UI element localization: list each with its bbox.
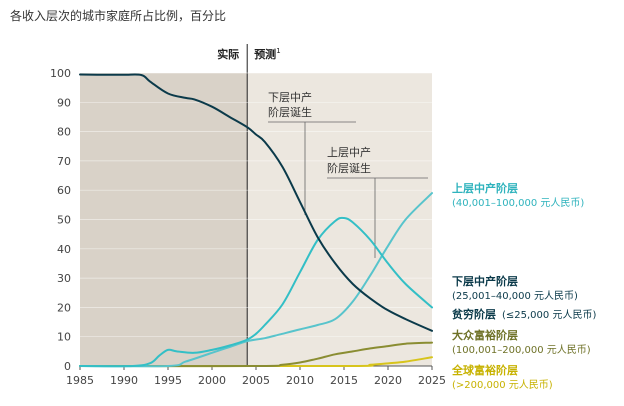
annotation-lower-middle-line1: 下层中产 [268,90,312,104]
legend-mass-affluent-name: 大众富裕阶层 [452,328,518,342]
annotation-lower-middle-line2: 阶层诞生 [268,105,312,119]
legend: 上层中产阶层 (40,001–100,000 元人民币) 下层中产阶层 (25,… [451,181,596,391]
legend-lower-middle-name: 下层中产阶层 [452,274,518,288]
y-tick-label: 20 [57,301,71,314]
y-tick-label: 80 [57,126,71,139]
x-axis-ticks: 1985 1990 1995 2000 2005 2010 2015 2020 2025 [66,366,446,387]
series-line-3 [79,341,433,368]
phase-label-forecast: 预测1 [254,47,280,61]
phase-label-actual: 实际 [217,47,239,61]
legend-poor-name: 贫穷阶层 [452,307,496,321]
series-line-1 [79,216,433,368]
x-tick-label: 2015 [330,374,358,387]
y-tick-label: 90 [57,96,71,109]
legend-upper-middle-range: (40,001–100,000 元人民币) [452,197,584,209]
phase-label-forecast-note: 1 [276,47,280,55]
legend-upper-middle-name: 上层中产阶层 [452,181,518,195]
chart-title: 各收入层次的城市家庭所占比例，百分比 [10,8,226,23]
y-tick-label: 60 [57,184,71,197]
legend-global-affluent-name: 全球富裕阶层 [451,363,518,377]
y-tick-label: 30 [57,272,71,285]
series-line-2 [79,192,433,368]
x-tick-label: 2005 [242,374,270,387]
y-tick-label: 50 [57,214,71,227]
y-tick-label: 70 [57,155,71,168]
series-line-0 [79,73,433,332]
y-gridlines [80,72,432,338]
y-tick-label: 0 [64,360,71,373]
legend-lower-middle-range: (25,001–40,000 元人民币) [452,290,578,302]
x-tick-label: 1985 [66,374,94,387]
y-tick-label: 40 [57,243,71,256]
series-lines [79,73,433,368]
legend-poor-range: (≤25,000 元人民币) [502,309,596,321]
annotation-upper-middle-line1: 上层中产 [327,145,371,159]
x-tick-label: 2010 [286,374,314,387]
x-tick-label: 1990 [110,374,138,387]
annotation-upper-middle-line2: 阶层诞生 [327,161,371,175]
phase-label-forecast-text: 预测 [254,47,276,61]
annotations: 下层中产 阶层诞生 上层中产 阶层诞生 [268,90,428,258]
y-tick-label: 100 [50,67,71,80]
y-axis-ticks: 0 10 20 30 40 50 60 70 80 90 100 [50,67,71,373]
x-tick-label: 1995 [154,374,182,387]
legend-global-affluent-range: (>200,000 元人民币) [452,379,553,391]
y-tick-label: 10 [57,331,71,344]
x-tick-label: 2000 [198,374,226,387]
x-tick-label: 2020 [374,374,402,387]
x-tick-label: 2025 [418,374,446,387]
legend-mass-affluent-range: (100,001–200,000 元人民币) [452,344,591,356]
